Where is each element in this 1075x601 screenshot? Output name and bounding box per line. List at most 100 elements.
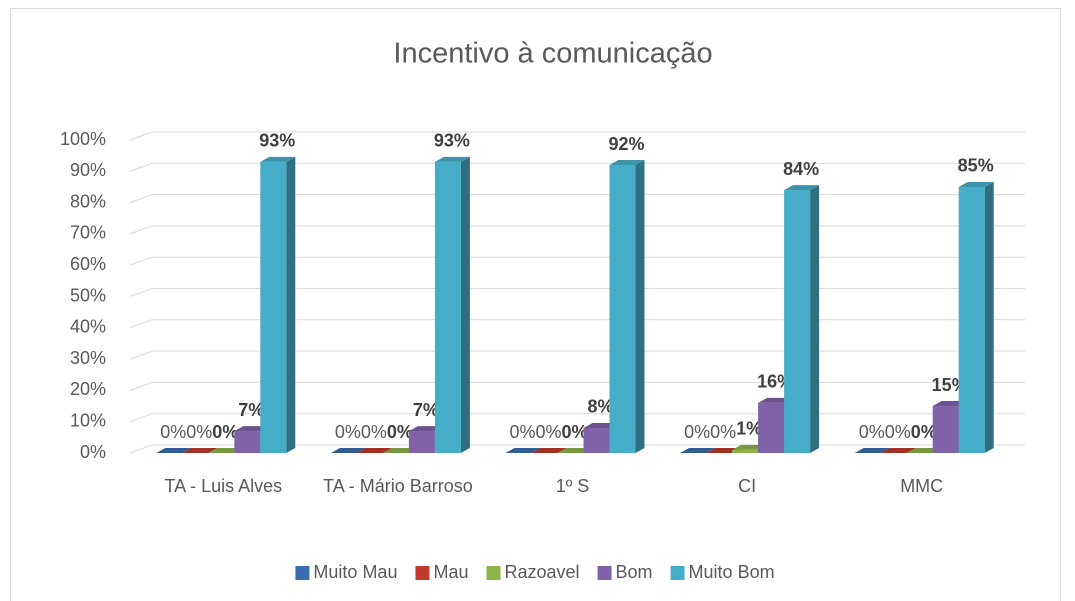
bar-side <box>460 156 470 453</box>
bar-group <box>958 181 994 453</box>
bar-group <box>854 448 890 453</box>
legend-swatch <box>295 566 310 580</box>
legend-swatch <box>486 566 501 580</box>
x-tick-label: CI <box>738 476 756 496</box>
y-tick-label: 0% <box>80 442 106 462</box>
bar-group <box>330 448 366 453</box>
data-label: 0% <box>186 422 212 442</box>
x-tick-label: TA - Luis Alves <box>164 476 282 496</box>
data-label: 93% <box>434 131 470 151</box>
x-tick-label: TA - Mário Barroso <box>323 476 473 496</box>
y-tick-label: 40% <box>70 317 106 337</box>
chart-title: Incentivo à comunicação <box>393 38 712 70</box>
bar <box>609 165 636 454</box>
grid-line <box>129 225 1025 235</box>
bar-top <box>680 448 716 453</box>
data-label: 0% <box>911 422 937 442</box>
y-tick-label: 90% <box>70 160 106 180</box>
bar-top <box>260 156 296 162</box>
data-label: 0% <box>335 422 361 442</box>
data-label: 0% <box>684 422 710 442</box>
bar-group <box>260 156 296 453</box>
data-label: 0% <box>561 422 587 442</box>
bar <box>758 402 785 453</box>
legend-swatch <box>597 566 612 580</box>
y-tick-label: 10% <box>70 410 106 430</box>
data-label: 0% <box>361 422 387 442</box>
bar-top <box>434 156 470 162</box>
legend-swatch <box>670 566 685 580</box>
y-tick-label: 20% <box>70 379 106 399</box>
bar-group <box>880 448 916 453</box>
data-label: 0% <box>535 422 561 442</box>
bar-side <box>810 185 820 453</box>
data-label: 8% <box>587 397 613 417</box>
bar <box>932 406 959 453</box>
bar-side <box>286 156 296 453</box>
data-label: 0% <box>160 422 186 442</box>
legend-label: Muito Mau <box>313 562 397 582</box>
legend-label: Mau <box>433 562 468 582</box>
grid-line <box>129 413 1025 423</box>
bar <box>784 190 811 453</box>
chart-frame <box>10 8 1061 601</box>
bar-group <box>680 448 716 453</box>
grid-line <box>129 288 1025 297</box>
bar-side <box>635 160 645 454</box>
y-tick-label: 60% <box>70 254 106 274</box>
y-tick-label: 30% <box>70 348 106 368</box>
grid-line <box>129 350 1025 360</box>
legend-label: Muito Bom <box>689 562 775 582</box>
y-tick-label: 80% <box>70 191 106 211</box>
bar-group <box>156 448 192 453</box>
data-label: 7% <box>413 400 439 420</box>
bar <box>434 161 461 453</box>
bar-top <box>182 448 218 453</box>
grid-line <box>129 319 1025 329</box>
bar <box>408 431 435 453</box>
bar-group <box>182 448 218 453</box>
grid-line <box>129 162 1025 172</box>
data-label: 0% <box>387 422 413 442</box>
bar-top <box>505 448 541 453</box>
data-label: 93% <box>259 131 295 151</box>
y-tick-label: 100% <box>60 129 106 149</box>
bar-group <box>434 156 470 453</box>
bar-side <box>984 181 994 453</box>
data-label: 92% <box>608 134 644 154</box>
grid-line <box>129 256 1025 266</box>
bar-top <box>784 185 820 191</box>
bar <box>958 186 985 453</box>
grid-line <box>129 444 1025 454</box>
bar-group <box>356 448 392 453</box>
bar-top <box>880 448 916 453</box>
data-label: 84% <box>783 159 819 179</box>
legend-label: Bom <box>616 562 653 582</box>
data-label: 85% <box>958 156 994 176</box>
bar-top <box>531 448 567 453</box>
bar-top <box>609 160 645 166</box>
legend-swatch <box>415 566 430 580</box>
data-label: 0% <box>212 422 238 442</box>
data-label: 0% <box>509 422 535 442</box>
data-label: 1% <box>736 419 762 439</box>
bar-group <box>505 448 541 453</box>
data-label: 7% <box>238 400 264 420</box>
grid-line <box>129 194 1025 204</box>
bar-top <box>854 448 890 453</box>
y-tick-label: 50% <box>70 285 106 305</box>
bar <box>583 427 610 453</box>
x-tick-label: 1º S <box>556 476 590 496</box>
bar-top <box>958 181 994 187</box>
bar <box>260 161 287 453</box>
bar-top <box>156 448 192 453</box>
grid-line <box>129 381 1025 391</box>
bar <box>234 431 261 453</box>
data-label: 0% <box>859 422 885 442</box>
data-label: 0% <box>885 422 911 442</box>
bar-group <box>531 448 567 453</box>
grid-line <box>129 131 1025 141</box>
bar-top <box>356 448 392 453</box>
bar <box>732 449 759 453</box>
x-tick-label: MMC <box>900 476 943 496</box>
